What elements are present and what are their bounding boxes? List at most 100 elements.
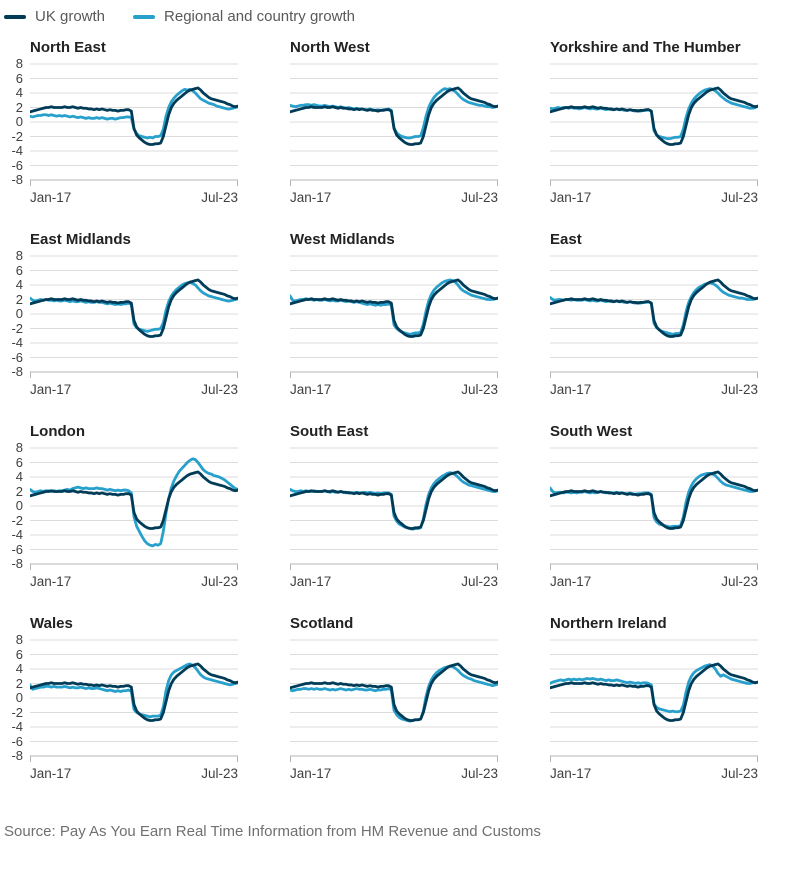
x-axis-tick-label: Jan-17	[550, 382, 592, 397]
chart-cell: West Midlands Jan-17 Jul-23	[262, 231, 498, 397]
y-axis-tick-label: -6	[11, 733, 23, 749]
y-axis-tick-label: -2	[11, 704, 23, 720]
line-chart-plot	[550, 63, 758, 186]
chart-cell: East Jan-17 Jul-23	[522, 231, 758, 397]
line-chart-plot	[290, 255, 498, 378]
regional-growth-line	[290, 664, 498, 723]
y-axis-labels	[262, 255, 290, 379]
uk-growth-line	[30, 278, 238, 338]
y-axis-tick-label: 4	[15, 277, 23, 292]
x-axis-tick-label: Jul-23	[461, 190, 498, 205]
y-axis-tick-label: 8	[15, 56, 23, 71]
x-axis-tick-label: Jan-17	[550, 574, 592, 589]
y-axis-labels	[522, 447, 550, 571]
x-axis-labels: Jan-17 Jul-23	[550, 382, 758, 397]
y-axis-tick-label: 6	[15, 262, 23, 278]
y-axis-tick-label: -6	[11, 157, 23, 173]
chart-cell: Wales 8 6 4 2 0 -2 -4 -6 -8 Jan-17 Jul-23	[2, 615, 238, 781]
line-chart-plot	[550, 447, 758, 570]
line-chart-plot	[30, 63, 238, 186]
x-axis-labels: Jan-17 Jul-23	[290, 766, 498, 781]
uk-growth-line	[550, 662, 758, 722]
x-axis-labels: Jan-17 Jul-23	[290, 574, 498, 589]
legend-item-uk: UK growth	[4, 8, 105, 25]
y-axis-tick-label: 2	[15, 99, 23, 115]
x-axis-tick-label: Jan-17	[30, 382, 72, 397]
uk-growth-line	[550, 278, 758, 338]
chart-title: Yorkshire and The Humber	[550, 39, 741, 56]
x-axis-labels: Jan-17 Jul-23	[30, 382, 238, 397]
x-axis-tick-label: Jan-17	[30, 190, 72, 205]
x-axis-labels: Jan-17 Jul-23	[30, 766, 238, 781]
x-axis-tick-label: Jan-17	[550, 766, 592, 781]
y-axis-tick-label: 0	[15, 114, 23, 129]
chart-legend: UK growth Regional and country growth	[4, 8, 787, 25]
x-axis-labels: Jan-17 Jul-23	[550, 574, 758, 589]
x-axis-tick-label: Jul-23	[461, 382, 498, 397]
x-axis-labels: Jan-17 Jul-23	[550, 766, 758, 781]
y-axis-labels	[262, 639, 290, 763]
y-axis-tick-label: 6	[15, 70, 23, 86]
chart-title: West Midlands	[290, 231, 395, 248]
x-axis-labels: Jan-17 Jul-23	[30, 190, 238, 205]
y-axis-tick-label: -8	[11, 172, 23, 187]
x-axis-tick-label: Jan-17	[290, 574, 332, 589]
line-chart-plot	[290, 63, 498, 186]
x-axis-tick-label: Jul-23	[201, 766, 238, 781]
x-axis-tick-label: Jul-23	[461, 766, 498, 781]
y-axis-tick-label: -8	[11, 748, 23, 763]
y-axis-tick-label: 4	[15, 85, 23, 100]
source-note: Source: Pay As You Earn Real Time Inform…	[4, 823, 541, 840]
x-axis-tick-label: Jan-17	[550, 190, 592, 205]
line-chart-plot	[550, 639, 758, 762]
y-axis-tick-label: -6	[11, 541, 23, 557]
chart-title: North East	[30, 39, 106, 56]
y-axis-tick-label: -2	[11, 512, 23, 528]
y-axis-labels: 8 6 4 2 0 -2 -4 -6 -8	[2, 57, 30, 187]
y-axis-labels: 8 6 4 2 0 -2 -4 -6 -8	[2, 249, 30, 379]
y-axis-labels	[262, 447, 290, 571]
x-axis-tick-label: Jul-23	[201, 574, 238, 589]
x-axis-tick-label: Jul-23	[721, 382, 758, 397]
y-axis-tick-label: 0	[15, 498, 23, 513]
chart-cell: London 8 6 4 2 0 -2 -4 -6 -8 Jan-17 Jul-23	[2, 423, 238, 589]
legend-item-regional: Regional and country growth	[133, 8, 355, 25]
y-axis-tick-label: -4	[11, 527, 23, 542]
y-axis-labels: 8 6 4 2 0 -2 -4 -6 -8	[2, 633, 30, 763]
chart-cell: South East Jan-17 Jul-23	[262, 423, 498, 589]
y-axis-tick-label: 6	[15, 646, 23, 662]
x-axis-tick-label: Jul-23	[461, 574, 498, 589]
x-axis-labels: Jan-17 Jul-23	[290, 190, 498, 205]
x-axis-labels: Jan-17 Jul-23	[290, 382, 498, 397]
chart-cell: East Midlands 8 6 4 2 0 -2 -4 -6 -8 Jan-17 Jul-23	[2, 231, 238, 397]
y-axis-tick-label: 2	[15, 291, 23, 307]
x-axis-tick-label: Jul-23	[201, 382, 238, 397]
y-axis-tick-label: -8	[11, 556, 23, 571]
charts-grid: North East 8 6 4 2 0 -2 -4 -6 -8 Jan-17 Jul-23 North…	[2, 39, 787, 781]
line-chart-plot	[550, 255, 758, 378]
y-axis-tick-label: 4	[15, 661, 23, 676]
y-axis-tick-label: 8	[15, 248, 23, 263]
uk-line-swatch-icon	[4, 14, 26, 19]
regional-growth-line	[30, 662, 238, 719]
chart-title: London	[30, 423, 85, 440]
y-axis-tick-label: 0	[15, 306, 23, 321]
line-chart-plot	[30, 255, 238, 378]
chart-title: South West	[550, 423, 633, 440]
line-chart-plot	[30, 639, 238, 762]
uk-growth-line	[550, 470, 758, 530]
y-axis-tick-label: -8	[11, 364, 23, 379]
y-axis-tick-label: -4	[11, 335, 23, 350]
legend-label-uk: UK growth	[35, 8, 106, 25]
y-axis-tick-label: 8	[15, 440, 23, 455]
chart-title: East Midlands	[30, 231, 131, 248]
regional-growth-line	[550, 281, 758, 336]
line-chart-plot	[290, 447, 498, 570]
regional-line-swatch-icon	[133, 14, 156, 19]
y-axis-tick-label: 2	[15, 483, 23, 499]
x-axis-tick-label: Jan-17	[290, 190, 332, 205]
chart-cell: Yorkshire and The Humber Jan-17 Jul-23	[522, 39, 758, 205]
y-axis-tick-label: -2	[11, 128, 23, 144]
uk-growth-line	[290, 86, 498, 146]
uk-growth-line	[290, 278, 498, 338]
